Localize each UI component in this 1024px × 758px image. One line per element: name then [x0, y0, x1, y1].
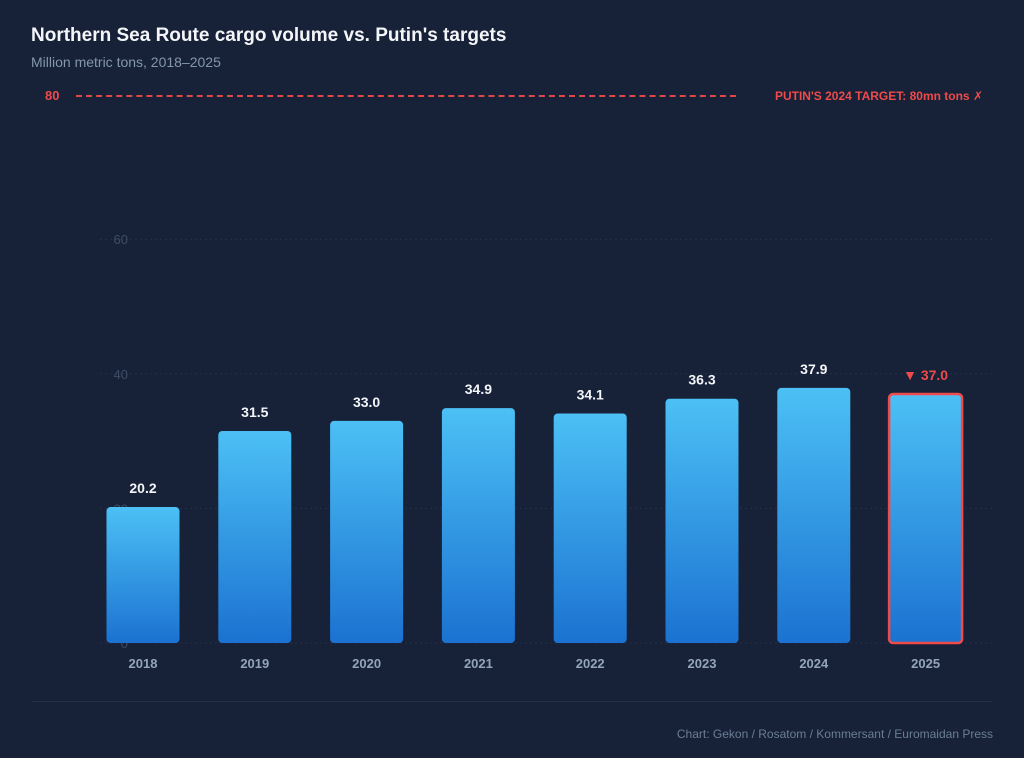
source-credit: Chart: Gekon / Rosatom / Kommersant / Eu… — [676, 727, 993, 741]
data-label-2020: 33.0 — [353, 394, 380, 410]
bar-2024 — [777, 387, 851, 643]
bar-2020 — [330, 420, 404, 643]
bar-2022 — [553, 413, 627, 643]
bar-2021 — [441, 408, 515, 643]
data-label-2025: ▼ 37.0 — [903, 367, 948, 383]
y-tick-label: 0 — [121, 636, 128, 651]
data-label-2024: 37.9 — [800, 361, 827, 377]
y-tick-label: 40 — [114, 367, 128, 382]
target-label: PUTIN'S 2024 TARGET: 80mn tons ✗ — [774, 89, 983, 103]
data-label-2023: 36.3 — [688, 372, 715, 388]
x-tick-label: 2020 — [352, 656, 381, 671]
data-label-2019: 31.5 — [241, 404, 268, 420]
chart-title: Northern Sea Route cargo volume vs. Puti… — [31, 25, 507, 46]
data-label-2018: 20.2 — [129, 480, 156, 496]
y-tick-label: 60 — [114, 232, 128, 247]
chart-subtitle: Million metric tons, 2018–2025 — [31, 54, 221, 70]
footer-divider — [32, 701, 992, 702]
bar-2023 — [665, 398, 739, 643]
x-tick-label: 2023 — [688, 656, 717, 671]
bar-2018 — [106, 507, 180, 643]
x-tick-label: 2021 — [464, 656, 493, 671]
data-label-2022: 34.1 — [577, 387, 604, 403]
x-tick-label: 2025 — [911, 656, 940, 671]
data-label-2021: 34.9 — [465, 381, 492, 397]
target-value-label: 80 — [45, 88, 60, 103]
bar-2019 — [218, 431, 292, 643]
x-tick-label: 2022 — [576, 656, 605, 671]
x-tick-label: 2018 — [129, 656, 158, 671]
x-tick-label: 2019 — [240, 656, 269, 671]
x-tick-label: 2024 — [799, 656, 829, 671]
target-line — [76, 95, 736, 97]
bar-2025 — [887, 392, 964, 645]
